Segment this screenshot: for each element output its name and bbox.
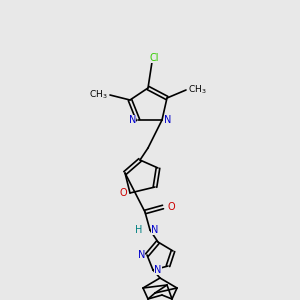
Text: H: H: [135, 225, 142, 235]
Text: N: N: [129, 115, 136, 125]
Text: O: O: [119, 188, 127, 198]
Text: N: N: [138, 250, 145, 260]
Text: Cl: Cl: [149, 53, 159, 63]
Text: CH$_3$: CH$_3$: [188, 84, 207, 96]
Text: CH$_3$: CH$_3$: [89, 89, 108, 101]
Text: N: N: [151, 225, 158, 235]
Text: O: O: [167, 202, 175, 212]
Text: N: N: [164, 115, 171, 125]
Text: N: N: [154, 265, 161, 275]
